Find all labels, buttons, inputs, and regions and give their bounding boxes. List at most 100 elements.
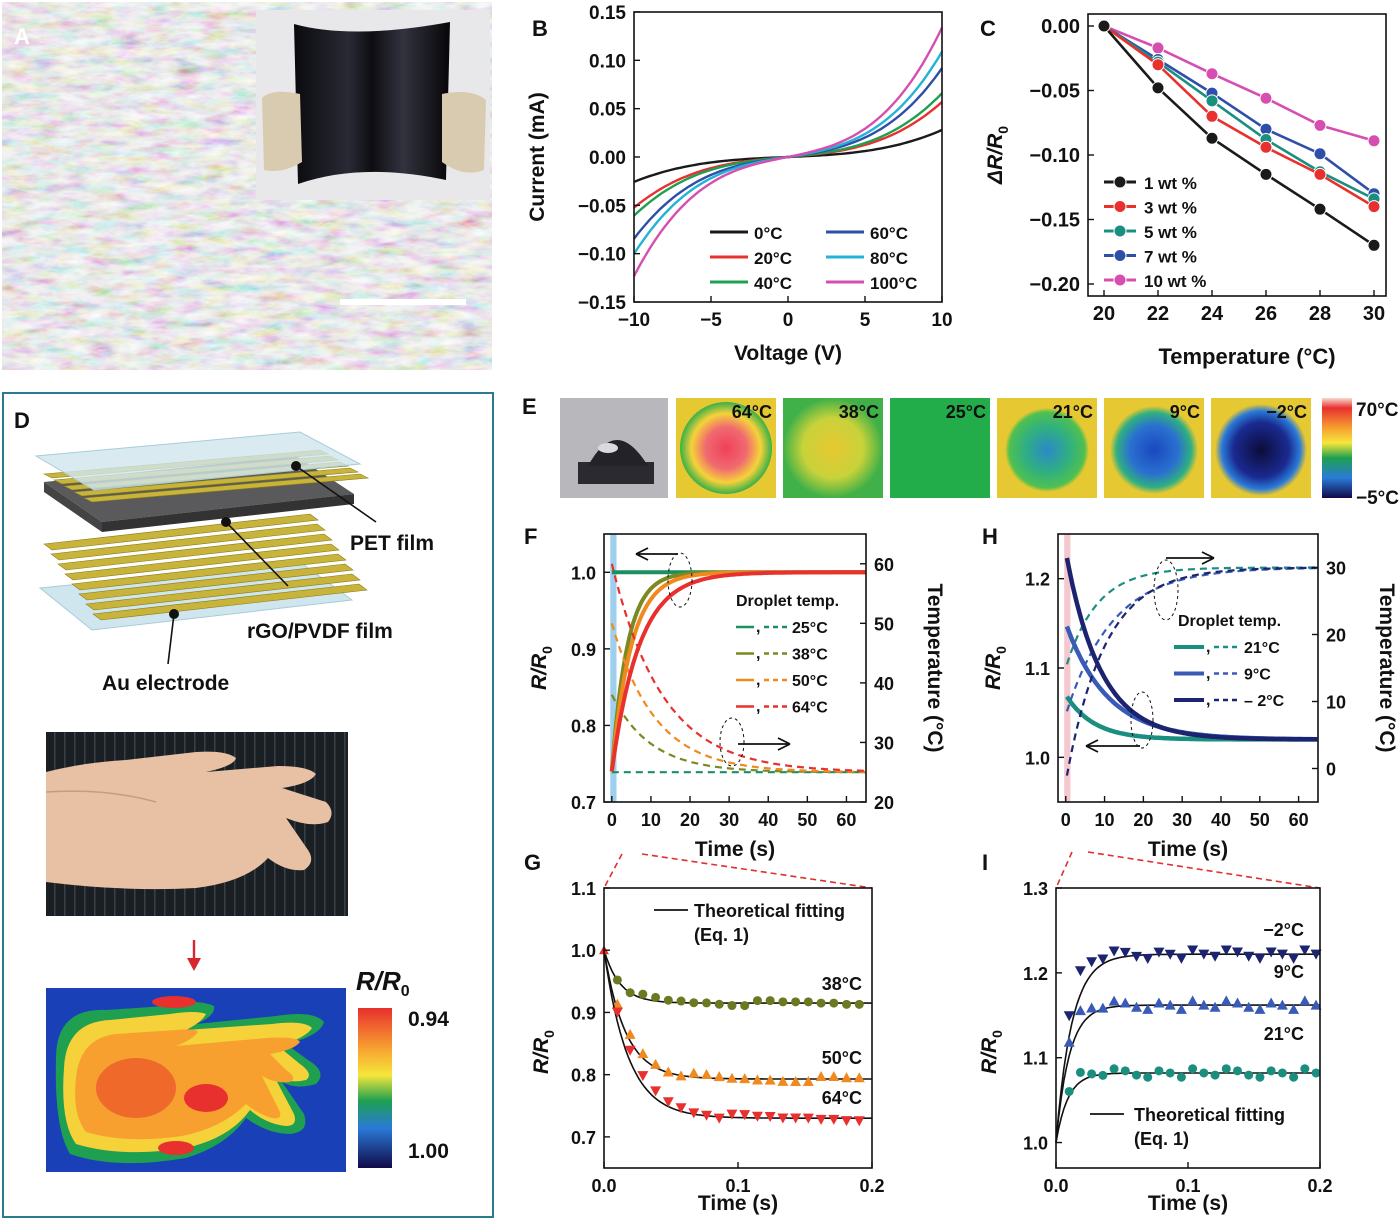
- x-tick-label: 10: [931, 310, 952, 331]
- data-point: [1097, 1002, 1109, 1013]
- data-point: [1175, 1003, 1187, 1014]
- data-point: [1205, 131, 1219, 145]
- series-line: [1103, 24, 1375, 143]
- y-tick-label: 1.3: [1023, 879, 1048, 899]
- panel-e-thermal-strip: 64°C 38°C 25°C 21°C 9°C −2°C: [560, 398, 1352, 498]
- x-tick-label: 22: [1147, 303, 1169, 325]
- x-tick-label: 30: [719, 810, 739, 830]
- data-point: [854, 999, 864, 1009]
- data-point: [777, 1075, 789, 1086]
- y-axis-label-subscript: 0: [539, 646, 555, 654]
- y-tick-label: 0.8: [571, 1066, 596, 1086]
- data-point: [1151, 58, 1165, 72]
- data-point: [1108, 946, 1120, 957]
- x-tick-label: 0: [607, 810, 617, 830]
- y-tick-label: 0.15: [589, 3, 626, 24]
- data-point: [1220, 945, 1232, 956]
- data-point: [1119, 947, 1131, 958]
- y-axis-label-main: R/R: [982, 653, 1005, 690]
- x-axis-label: Voltage (V): [734, 342, 842, 365]
- y-axis-label-main: ΔR/R: [984, 133, 1007, 185]
- data-point: [752, 996, 762, 1006]
- data-point: [702, 998, 712, 1008]
- x-tick-label: −10: [618, 310, 650, 331]
- fit-line: [603, 949, 872, 1004]
- data-point: [1276, 949, 1288, 960]
- legend-label: 100°C: [870, 274, 917, 293]
- y2-tick-label: 30: [874, 733, 894, 753]
- x-tick-label: 30: [1172, 810, 1192, 830]
- x-tick-label: 60: [836, 810, 856, 830]
- data-point: [714, 999, 724, 1009]
- zoom-line: [603, 853, 623, 889]
- x-axis-label: Time (s): [698, 1192, 778, 1215]
- legend-separator: ,: [1206, 666, 1210, 683]
- legend-marker: [1113, 273, 1127, 287]
- data-point: [675, 1070, 687, 1081]
- hand-on-device-photo: [46, 732, 348, 916]
- data-point: [650, 1058, 662, 1069]
- panel-label-d: D: [14, 408, 30, 433]
- y-tick-label: 1.0: [571, 563, 596, 583]
- x-tick-label: 50: [797, 810, 817, 830]
- y-tick-label: 1.1: [1023, 1049, 1048, 1069]
- legend-label: 40°C: [754, 274, 792, 293]
- chart-h: 0 10 20 30 40 50 60 1.0 1.1 1.2 0 10 20 30 Time (s) R/R…: [982, 533, 1398, 861]
- y-tick-label: 0.00: [589, 148, 626, 169]
- data-point: [1367, 134, 1381, 148]
- y-tick-label: −0.15: [578, 293, 627, 314]
- data-point: [662, 1097, 674, 1108]
- series-line: [633, 67, 943, 240]
- x-axis-label: Time (s): [1148, 1192, 1228, 1215]
- series-line: [1103, 24, 1375, 195]
- thermal-cbar-bottom: −5°C: [1356, 488, 1399, 509]
- data-point: [1205, 94, 1219, 108]
- x-tick-label: 10: [1095, 810, 1115, 830]
- chart-b: −10 −5 0 5 10 −0.15 −0.10 −0.05 0.00 0.05 0.10 0.15…: [526, 3, 953, 365]
- legend-label: 3 wt %: [1144, 199, 1197, 218]
- annotation-ellipse: [1153, 559, 1179, 621]
- thermal-temp-label: −2°C: [1266, 402, 1307, 422]
- data-point: [1074, 1005, 1086, 1016]
- x-tick-label: 24: [1201, 303, 1224, 325]
- map-cbar-bottom: 1.00: [408, 1140, 449, 1163]
- legend-marker: [1113, 200, 1127, 213]
- y-tick-label: 0.05: [589, 100, 626, 121]
- data-point: [726, 1072, 738, 1083]
- data-point: [841, 1072, 853, 1083]
- data-point: [1220, 995, 1232, 1006]
- data-point: [1075, 1067, 1085, 1077]
- data-point: [841, 1116, 853, 1127]
- x-tick-label: 40: [1211, 810, 1231, 830]
- legend-label: 64°C: [792, 700, 828, 717]
- y-axis-label: R/R0: [530, 1030, 557, 1074]
- legend-separator: ,: [756, 699, 760, 716]
- data-point: [1187, 995, 1199, 1006]
- fit-legend-label: Theoretical fitting: [1134, 1105, 1285, 1125]
- zoom-line: [641, 853, 873, 889]
- data-point: [1288, 953, 1300, 964]
- y-tick-label: 1.0: [571, 941, 596, 961]
- data-point: [688, 1067, 700, 1078]
- y-axis-label: Current (mA): [526, 92, 549, 222]
- series-line: [1103, 24, 1375, 201]
- x-tick-label: 0.2: [1307, 1176, 1332, 1196]
- label-au-electrode: Au electrode: [102, 672, 230, 695]
- thermal-temp-label: 38°C: [839, 402, 879, 422]
- y-axis-label: R/R0: [528, 646, 555, 690]
- data-point: [1310, 949, 1322, 960]
- thermal-temp-label: 25°C: [946, 402, 986, 422]
- legend-separator: ,: [1206, 692, 1210, 709]
- data-point: [1097, 19, 1111, 33]
- data-point: [1154, 1066, 1164, 1076]
- x-tick-label: 20: [1133, 810, 1153, 830]
- temperature-line: [1065, 566, 1318, 776]
- y2-axis-label: Temperature (°C): [1375, 583, 1398, 752]
- data-point: [1299, 945, 1311, 956]
- device-exploded-diagram: [34, 431, 377, 665]
- data-point: [777, 1113, 789, 1124]
- data-point: [1151, 81, 1165, 95]
- label-pet-film: PET film: [350, 532, 435, 555]
- data-point: [1198, 999, 1210, 1010]
- data-point: [803, 997, 813, 1007]
